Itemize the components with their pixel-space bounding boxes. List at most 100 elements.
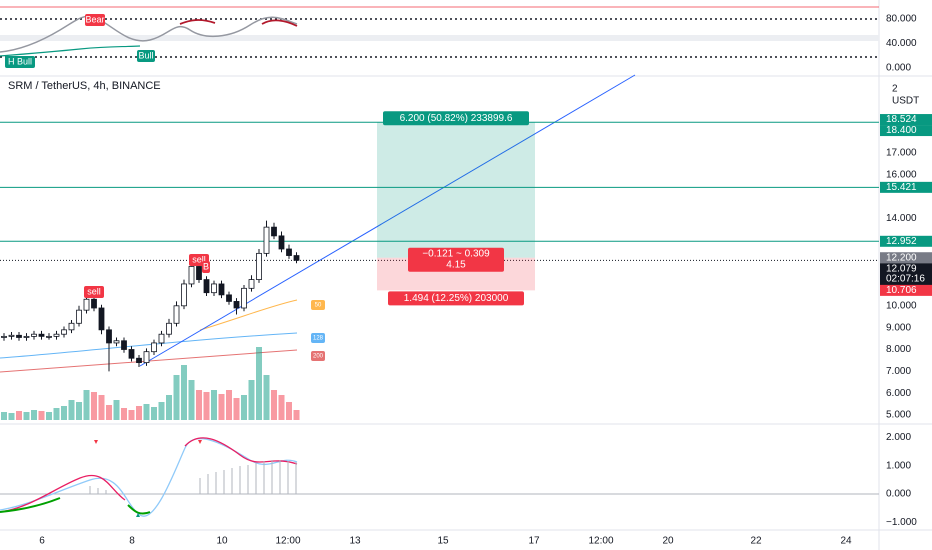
volume-bar [68,400,75,420]
volume-bar [263,375,270,420]
price-tick-label: 9.000 [886,322,911,333]
ma-line [0,332,298,359]
candle-body [188,266,195,285]
time-tick-label: 10 [216,536,228,547]
stop-label: 1.494 (12.25%) 203000 [404,293,509,304]
volume-bar [106,405,112,420]
candle-body [91,298,97,309]
candle-body [76,309,82,324]
macd-line [0,497,151,515]
time-tick-label: 8 [129,536,135,547]
volume-bar [188,380,195,420]
time-tick-label: 12:00 [588,536,613,547]
price-tick-label: 6.000 [886,388,911,399]
volume-bar [286,402,292,420]
price-tag-label: 12.952 [886,236,917,247]
entry-sub: 4.15 [446,259,466,270]
volume-bar [128,410,135,420]
candle-body [31,333,37,337]
price-tick-label: 16.000 [886,169,917,180]
price-tag-label: 15.421 [886,182,917,193]
candle-body [121,340,127,350]
volume-bar [31,410,37,420]
volume-bar [136,406,142,420]
candle-body [271,226,277,237]
macd-tick-label: 2.000 [886,432,911,443]
candle-body [136,357,142,364]
candle-body [1,335,7,338]
sell-signal-bg [84,286,104,298]
stop-label-bg [388,291,524,306]
volume-bar [211,390,217,420]
osc-line [0,45,141,57]
ma-label: 50 [315,303,322,309]
macd-tick-label: 0.000 [886,489,911,500]
macd-tick-label: −1.000 [886,517,917,528]
candle-body [226,294,232,302]
price-tick-label: 2 [892,84,898,95]
price-tick-label: 17.000 [886,147,917,158]
bull-label-bg [137,50,155,62]
macd-signal-marker [136,513,140,517]
candle-body [46,335,52,338]
candle-body [151,342,157,353]
time-tick-label: 20 [662,536,674,547]
volume-bar [158,402,165,420]
symbol-title: SRM / TetherUS, 4h, BINANCE [8,80,161,92]
bull-label: Bull [138,50,153,60]
volume-bar [166,395,172,420]
volume-bar [181,365,187,420]
volume-bar [8,413,15,420]
b-signal: B [203,261,209,271]
volume-bar [248,380,255,420]
volume-bar [293,410,300,420]
volume-bar [218,394,225,420]
candle-body [263,226,270,254]
candle-body [61,329,67,335]
candle-body [233,301,240,309]
ma-line [0,349,298,373]
price-tag [880,181,932,193]
volume-bar [98,395,105,420]
time-tick-label: 13 [349,536,361,547]
price-tag-label: 10.706 [886,285,917,296]
candle-body [218,283,225,296]
price-tick-label: 8.000 [886,344,911,355]
price-tag-label: 12.079 [886,263,917,274]
entry-label: −0.121 ~ 0.309 [422,248,490,259]
candle-body [53,333,60,337]
candle-body [68,322,75,331]
target-label-bg [383,111,529,126]
price-tag [880,263,932,286]
osc-tick-label: 80.000 [886,14,917,25]
volume-bar [113,400,120,420]
ma-line [199,299,298,331]
volume-bar [1,412,7,420]
candle-body [241,287,247,309]
volume-bar [121,408,127,420]
osc-line [179,19,298,27]
candle-body [203,279,210,294]
ma-label: 128 [313,336,324,342]
candle-body [8,334,15,337]
candle-body [16,334,22,338]
sell-signal: sell [192,254,206,264]
time-tick-label: 24 [840,536,852,547]
price-tag-label: 18.400 [886,125,917,136]
ma-label: 200 [313,354,324,360]
volume-bar [83,390,90,420]
currency-label: USDT [892,96,919,107]
time-tick-label: 15 [437,536,449,547]
candle-body [166,322,172,335]
price-tag-label: 18.524 [886,114,917,125]
price-tick-label: 10.000 [886,300,917,311]
osc-band [0,35,879,41]
candle-body [173,305,180,324]
ma-label-bg [311,351,325,361]
price-tag [880,284,932,296]
candle-body [211,283,217,294]
sell-signal: sell [87,286,101,296]
macd-tick-label: 1.000 [886,460,911,471]
